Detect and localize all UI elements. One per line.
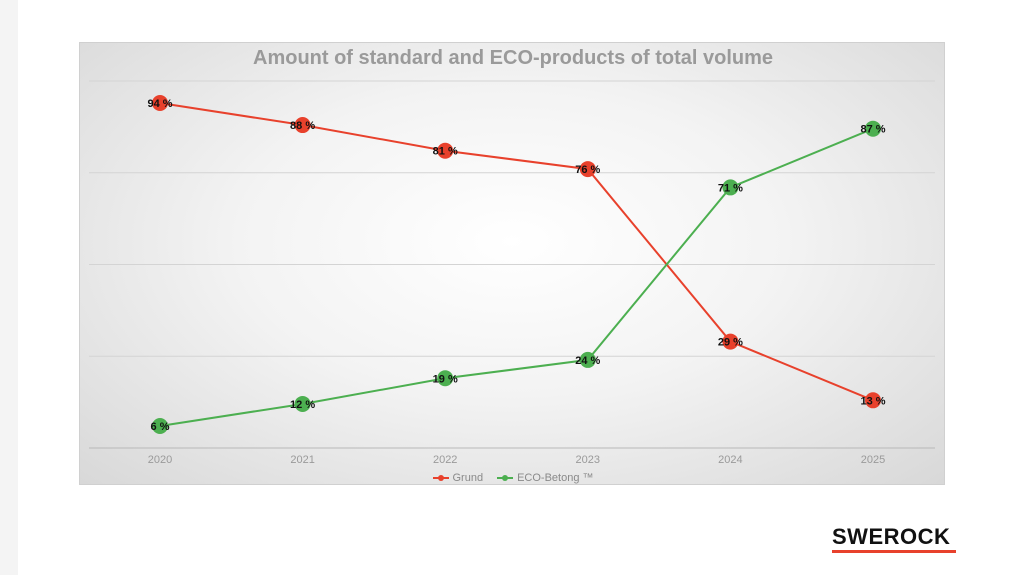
data-label: 76 % bbox=[575, 164, 600, 176]
x-tick-label: 2020 bbox=[148, 454, 172, 466]
legend-label-grund: Grund bbox=[452, 472, 484, 484]
data-point bbox=[294, 395, 311, 412]
series-line bbox=[159, 127, 874, 427]
legend-item-eco-betong[interactable]: ECO-Betong ™ bbox=[497, 472, 594, 484]
slide-edge bbox=[0, 0, 18, 575]
chart-title: Amount of standard and ECO-products of t… bbox=[253, 47, 773, 69]
data-point bbox=[152, 95, 168, 112]
data-label: 6 % bbox=[151, 421, 170, 433]
chart-legend: Grund ECO-Betong ™ bbox=[80, 472, 946, 484]
data-point bbox=[152, 417, 168, 434]
logo-underline bbox=[832, 550, 956, 553]
x-tick-label: 2022 bbox=[433, 454, 457, 466]
data-label: 94 % bbox=[147, 98, 172, 110]
legend-swatch-grund-icon bbox=[432, 474, 449, 482]
legend-label-eco-betong: ECO-Betong ™ bbox=[517, 472, 594, 484]
data-point bbox=[579, 351, 596, 368]
data-label: 87 % bbox=[860, 124, 885, 136]
data-point bbox=[865, 392, 881, 409]
x-tick-label: 2021 bbox=[290, 454, 314, 466]
data-point bbox=[294, 117, 311, 134]
data-label: 19 % bbox=[433, 373, 458, 385]
swerock-logo: SWEROCK bbox=[832, 524, 951, 549]
data-point bbox=[865, 120, 881, 137]
data-label: 71 % bbox=[718, 182, 743, 194]
legend-item-grund[interactable]: Grund bbox=[432, 472, 484, 484]
data-label: 24 % bbox=[575, 355, 600, 367]
x-tick-label: 2023 bbox=[576, 454, 600, 466]
chart-panel: Amount of standard and ECO-products of t… bbox=[79, 42, 945, 485]
data-point bbox=[437, 370, 454, 387]
data-point bbox=[579, 161, 596, 178]
data-point bbox=[722, 179, 739, 196]
legend-swatch-eco-betong-icon bbox=[497, 474, 514, 482]
data-label: 81 % bbox=[433, 146, 458, 158]
data-point bbox=[722, 333, 739, 350]
line-chart: 2020 2021 2022 2023 2024 2025 94 % 88 % 81 % 76 %… bbox=[89, 80, 935, 466]
x-tick-label: 2025 bbox=[861, 454, 885, 466]
data-label: 13 % bbox=[860, 395, 885, 407]
data-label: 12 % bbox=[290, 399, 315, 411]
data-point bbox=[437, 142, 454, 159]
series-line bbox=[159, 102, 874, 402]
data-label: 29 % bbox=[718, 337, 743, 349]
data-label: 88 % bbox=[290, 120, 315, 132]
x-tick-label: 2024 bbox=[718, 454, 742, 466]
